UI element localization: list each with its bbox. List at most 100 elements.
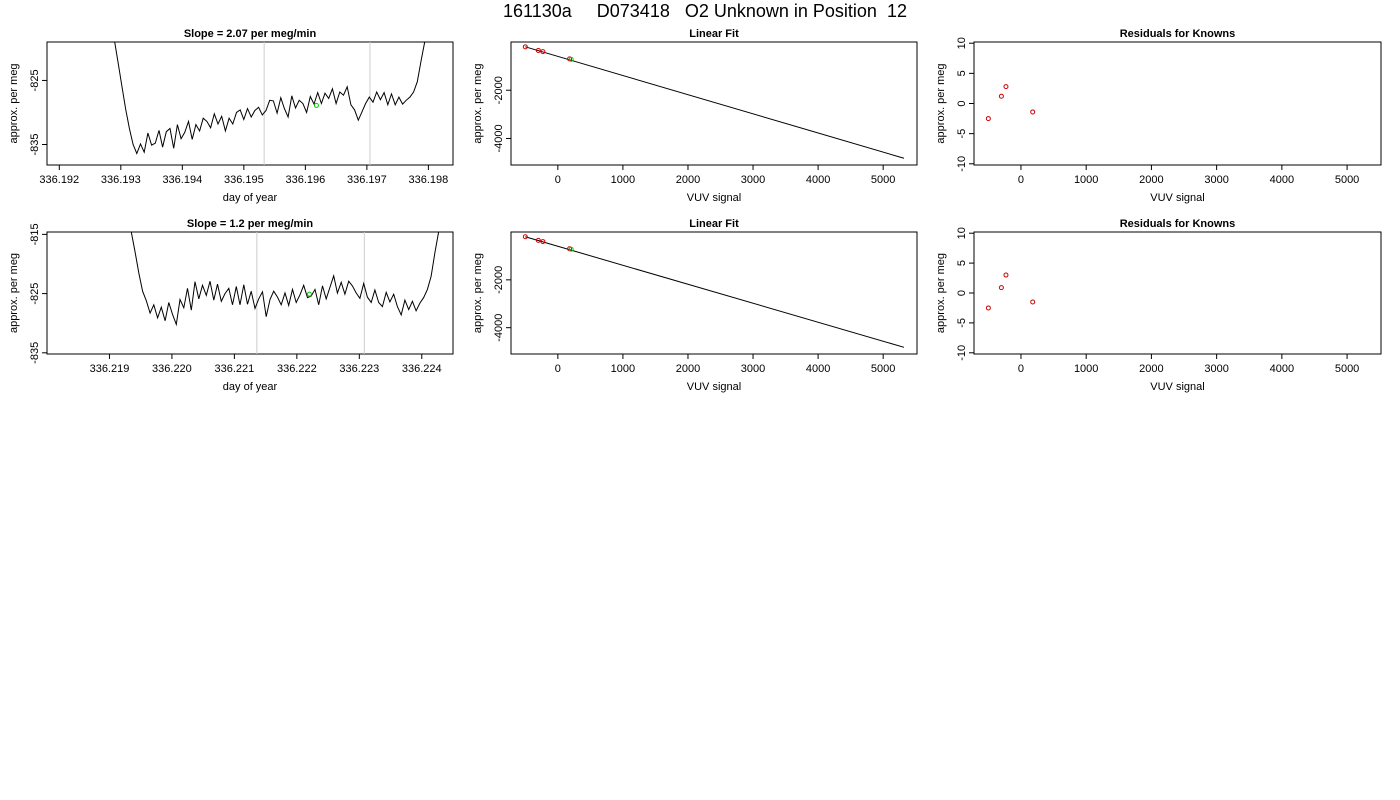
plot-area [522, 44, 905, 159]
plot-frame [510, 41, 918, 166]
known-point [535, 237, 541, 243]
chart-title: Residuals for Knowns [1120, 218, 1236, 230]
y-tick-label: -10 [956, 156, 968, 172]
chart-title: Slope = 1.2 per meg/min [187, 218, 314, 230]
x-tick-label: 336.193 [101, 174, 141, 186]
y-tick-label: -5 [956, 318, 968, 328]
known-point [540, 49, 546, 55]
plot-area [114, 42, 433, 165]
x-axis-label: day of year [223, 381, 278, 393]
chart-panel: Residuals for Knowns 0 1000 2000 3000 4000 500… [935, 28, 1382, 204]
plot-area [985, 272, 1036, 311]
y-tick-label: -825 [29, 283, 41, 305]
y-tick-label: -10 [956, 345, 968, 361]
known-point [540, 239, 546, 245]
x-axis-label: VUV signal [1150, 381, 1204, 393]
y-axis-label: approx. per meg [935, 253, 947, 333]
y-tick-label: 0 [956, 100, 968, 106]
x-tick-label: 5000 [871, 363, 895, 375]
y-tick-label: -835 [29, 342, 41, 364]
y-tick-label: -4000 [493, 314, 505, 342]
x-tick-label: 336.194 [162, 174, 202, 186]
x-tick-label: 0 [1018, 363, 1024, 375]
chart-title: Linear Fit [689, 28, 739, 40]
y-tick-label: -2000 [493, 266, 505, 294]
chart-panel: Slope = 1.2 per meg/min 336.219 336.220 336… [8, 218, 454, 393]
y-tick-label: 10 [956, 227, 968, 239]
x-tick-label: 3000 [1204, 363, 1228, 375]
plot-frame [46, 231, 454, 355]
chart-panel: Linear Fit 0 1000 2000 3000 4000 5000 -2000 -400… [472, 28, 918, 204]
plot-frame [973, 41, 1382, 166]
x-tick-label: 5000 [871, 174, 895, 186]
x-tick-label: 5000 [1335, 174, 1359, 186]
x-tick-label: 1000 [611, 174, 635, 186]
y-tick-label: -815 [29, 223, 41, 245]
x-tick-label: 4000 [1270, 174, 1294, 186]
plot-frame [46, 41, 454, 166]
known-point [1030, 299, 1036, 305]
unknown-point [568, 246, 574, 252]
known-point [1003, 84, 1009, 90]
unknown-point [568, 56, 574, 62]
known-point [522, 44, 528, 50]
x-tick-label: 336.223 [339, 363, 379, 375]
x-axis-label: VUV signal [687, 192, 741, 204]
x-axis-label: day of year [223, 192, 278, 204]
y-axis-label: approx. per meg [8, 63, 20, 143]
known-point [535, 47, 541, 53]
y-tick-label: -835 [29, 133, 41, 155]
x-tick-label: 336.198 [409, 174, 449, 186]
unknown-marker [313, 102, 319, 108]
y-tick-label: -825 [29, 69, 41, 91]
y-tick-label: -2000 [493, 76, 505, 104]
y-tick-label: 10 [956, 37, 968, 49]
y-axis-label: approx. per meg [8, 253, 20, 333]
x-tick-label: 336.219 [90, 363, 130, 375]
chart-panel: Residuals for Knowns 0 1000 2000 3000 4000 500… [935, 218, 1382, 393]
x-tick-label: 336.221 [215, 363, 255, 375]
page-title: 161130a D073418 O2 Unknown in Position 1… [503, 1, 907, 21]
y-tick-label: -4000 [493, 124, 505, 152]
x-tick-label: 0 [1018, 174, 1024, 186]
plot-frame [973, 231, 1382, 355]
x-tick-label: 2000 [1139, 174, 1163, 186]
x-tick-label: 1000 [611, 363, 635, 375]
plot-area [985, 84, 1036, 122]
y-tick-label: -5 [956, 129, 968, 139]
y-tick-label: 5 [956, 260, 968, 266]
x-tick-label: 4000 [806, 174, 830, 186]
chart-title: Residuals for Knowns [1120, 28, 1236, 40]
y-axis-label: approx. per meg [935, 63, 947, 143]
x-tick-label: 2000 [1139, 363, 1163, 375]
known-point [1003, 272, 1009, 278]
fit-line [525, 236, 905, 348]
y-tick-label: 0 [956, 290, 968, 296]
unknown-marker [306, 291, 312, 297]
chart-title: Slope = 2.07 per meg/min [184, 28, 317, 40]
x-tick-label: 2000 [676, 363, 700, 375]
x-tick-label: 336.220 [152, 363, 192, 375]
x-tick-label: 3000 [1204, 174, 1228, 186]
x-tick-label: 4000 [806, 363, 830, 375]
x-tick-label: 3000 [741, 363, 765, 375]
x-tick-label: 4000 [1270, 363, 1294, 375]
y-axis-label: approx. per meg [472, 63, 484, 143]
y-axis-label: approx. per meg [472, 253, 484, 333]
chart-title: Linear Fit [689, 218, 739, 230]
plot-area [130, 232, 440, 354]
x-tick-label: 336.192 [39, 174, 79, 186]
x-tick-label: 3000 [741, 174, 765, 186]
plot-frame [510, 231, 918, 355]
y-tick-label: 5 [956, 70, 968, 76]
series-line [130, 232, 440, 327]
known-point [998, 285, 1004, 291]
known-point [998, 93, 1004, 99]
x-tick-label: 0 [555, 174, 561, 186]
chart-panel: Slope = 2.07 per meg/min 336.192 336.193 33… [8, 28, 454, 204]
x-tick-label: 336.224 [402, 363, 442, 375]
x-tick-label: 1000 [1074, 363, 1098, 375]
known-point [985, 305, 991, 311]
x-tick-label: 0 [555, 363, 561, 375]
